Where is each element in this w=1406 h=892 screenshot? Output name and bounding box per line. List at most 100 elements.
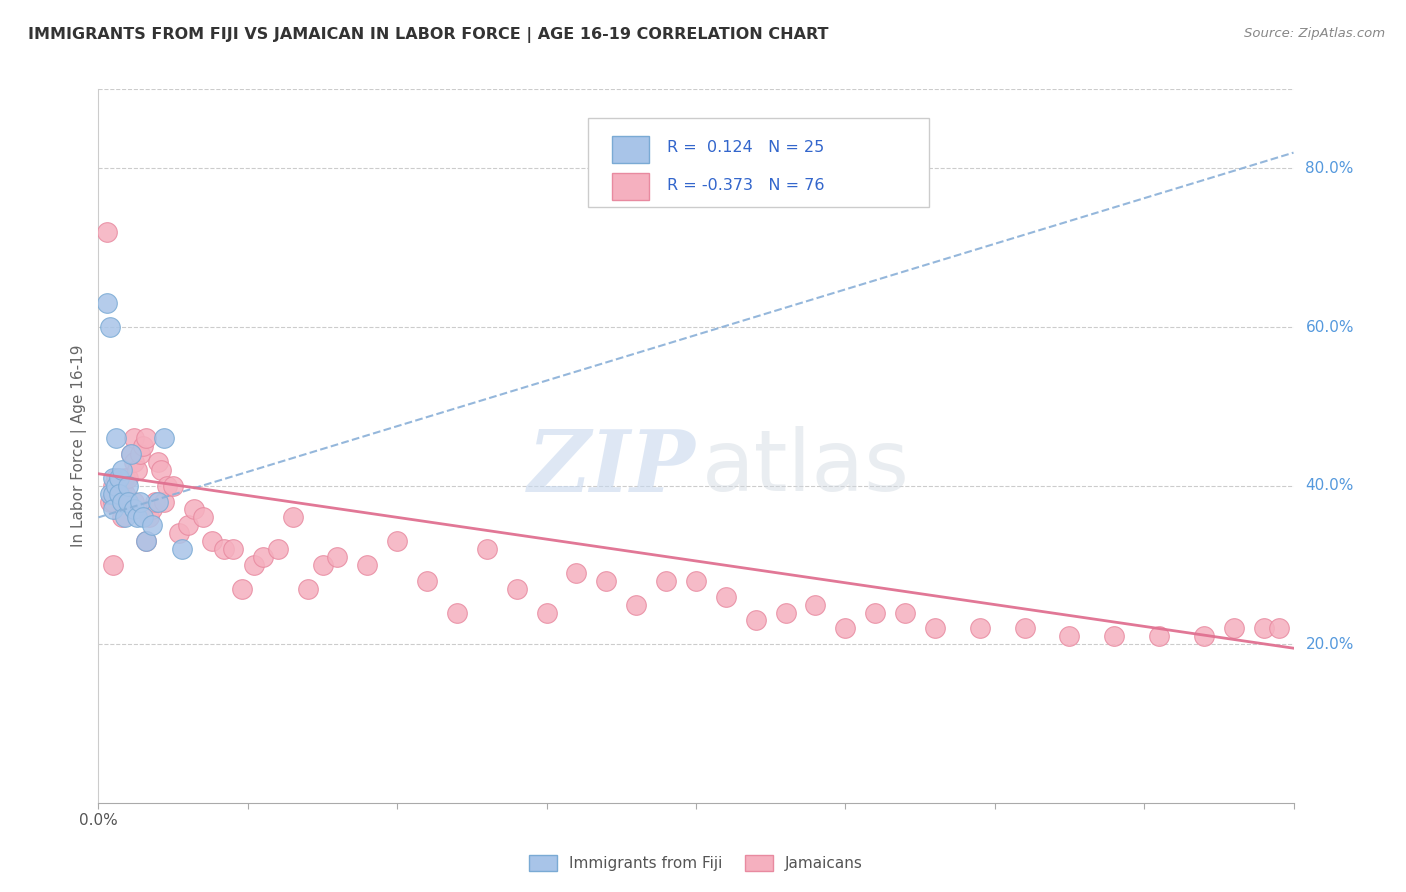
Text: R =  0.124   N = 25: R = 0.124 N = 25 xyxy=(666,140,824,155)
Point xyxy=(103,494,125,508)
Point xyxy=(103,486,125,500)
Point xyxy=(111,510,134,524)
Point xyxy=(127,463,149,477)
Point xyxy=(267,542,290,557)
Point xyxy=(108,478,131,492)
Point xyxy=(326,549,349,564)
Point xyxy=(114,471,136,485)
Point xyxy=(356,558,378,572)
Point xyxy=(156,478,179,492)
Point xyxy=(834,621,856,635)
Point xyxy=(114,486,136,500)
Point xyxy=(183,502,205,516)
Point xyxy=(132,510,155,524)
Point xyxy=(143,494,166,508)
Text: Source: ZipAtlas.com: Source: ZipAtlas.com xyxy=(1244,27,1385,40)
Point xyxy=(506,582,529,596)
Point xyxy=(138,510,160,524)
Point xyxy=(231,582,253,596)
Point xyxy=(1104,629,1126,643)
Y-axis label: In Labor Force | Age 16-19: In Labor Force | Age 16-19 xyxy=(72,344,87,548)
Text: 80.0%: 80.0% xyxy=(1305,161,1354,176)
FancyBboxPatch shape xyxy=(588,118,929,207)
Point xyxy=(148,455,170,469)
Text: IMMIGRANTS FROM FIJI VS JAMAICAN IN LABOR FORCE | AGE 16-19 CORRELATION CHART: IMMIGRANTS FROM FIJI VS JAMAICAN IN LABO… xyxy=(28,27,828,43)
Point xyxy=(124,455,146,469)
Point xyxy=(1223,621,1246,635)
Text: atlas: atlas xyxy=(702,425,910,509)
Text: 60.0%: 60.0% xyxy=(1305,319,1354,334)
Point xyxy=(172,542,194,557)
Point xyxy=(148,494,170,508)
Point xyxy=(212,542,235,557)
Point xyxy=(103,471,125,485)
Point xyxy=(141,502,163,516)
Point xyxy=(1147,629,1170,643)
Point xyxy=(103,478,125,492)
Point xyxy=(1253,621,1275,635)
Point xyxy=(132,439,155,453)
Point xyxy=(117,471,139,485)
Point xyxy=(243,558,266,572)
Point xyxy=(685,574,707,588)
Point xyxy=(124,502,146,516)
Text: 40.0%: 40.0% xyxy=(1305,478,1354,493)
Point xyxy=(114,510,136,524)
Point xyxy=(536,606,558,620)
Point xyxy=(775,606,797,620)
Point xyxy=(108,486,131,500)
Point xyxy=(105,478,128,492)
Point xyxy=(595,574,617,588)
Point xyxy=(281,510,304,524)
Point xyxy=(804,598,827,612)
Point xyxy=(894,606,917,620)
Point xyxy=(111,478,134,492)
Point xyxy=(153,494,176,508)
Point xyxy=(865,606,887,620)
Text: ZIP: ZIP xyxy=(529,425,696,509)
Point xyxy=(111,494,134,508)
Point xyxy=(124,431,146,445)
Point xyxy=(252,549,274,564)
Point xyxy=(745,614,768,628)
Point xyxy=(150,463,173,477)
Point xyxy=(191,510,214,524)
Point xyxy=(141,518,163,533)
Point xyxy=(655,574,678,588)
Point xyxy=(103,558,125,572)
Point xyxy=(311,558,333,572)
Point xyxy=(98,494,122,508)
Point xyxy=(153,431,176,445)
Point xyxy=(135,534,157,549)
Point xyxy=(565,566,588,580)
Point xyxy=(117,494,139,508)
FancyBboxPatch shape xyxy=(612,136,648,163)
Point xyxy=(103,502,125,516)
Point xyxy=(124,494,146,508)
Point xyxy=(416,574,439,588)
Text: R = -0.373   N = 76: R = -0.373 N = 76 xyxy=(666,178,824,193)
Point xyxy=(1192,629,1215,643)
Point xyxy=(98,320,122,334)
Point xyxy=(624,598,647,612)
Point xyxy=(1014,621,1036,635)
Point xyxy=(111,463,134,477)
Point xyxy=(129,494,152,508)
Point xyxy=(117,478,139,492)
Point xyxy=(129,447,152,461)
Point xyxy=(135,431,157,445)
Point xyxy=(135,534,157,549)
Point xyxy=(385,534,409,549)
Point xyxy=(105,471,128,485)
Point xyxy=(1059,629,1081,643)
Point xyxy=(201,534,224,549)
Text: 20.0%: 20.0% xyxy=(1305,637,1354,652)
Point xyxy=(120,447,142,461)
Point xyxy=(475,542,498,557)
Point xyxy=(222,542,245,557)
Point xyxy=(446,606,468,620)
Point xyxy=(96,225,118,239)
Point xyxy=(167,526,190,541)
Point xyxy=(924,621,946,635)
Point xyxy=(96,296,118,310)
